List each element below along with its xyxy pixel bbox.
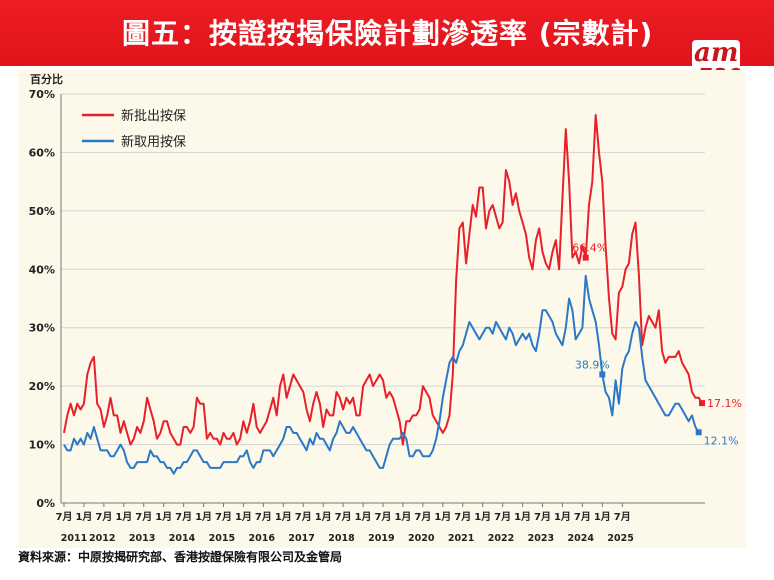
series-line-new-drawdown [63, 274, 700, 475]
x-tick-label: 1月 [514, 511, 531, 523]
end-marker [699, 400, 705, 407]
x-tick-label: 7月 [375, 511, 392, 523]
x-tick-label: 7月 [335, 511, 352, 523]
y-tick-label: 0% [36, 497, 55, 510]
series-line-new-approved [63, 114, 703, 446]
year-label: 2018 [328, 533, 355, 544]
end-label: 17.1% [707, 397, 742, 410]
x-tick-label: 7月 [215, 511, 232, 523]
y-tick-label: 20% [29, 380, 55, 393]
x-tick-label: 1月 [195, 511, 212, 523]
x-tick-label: 1月 [275, 511, 292, 523]
x-tick-label: 1月 [434, 511, 451, 523]
end-marker [695, 429, 702, 436]
x-tick-label: 7月 [534, 511, 551, 523]
y-tick-label: 10% [29, 439, 55, 452]
year-label: 2011 [61, 533, 87, 544]
year-label: 2023 [528, 533, 554, 544]
logo-text-am: am [694, 38, 739, 68]
x-tick-label: 1月 [594, 511, 611, 523]
y-tick-label: 50% [29, 205, 55, 218]
year-label: 2017 [288, 533, 314, 544]
x-tick-label: 7月 [175, 511, 192, 523]
x-tick-label: 7月 [295, 511, 312, 523]
peak-marker [582, 254, 589, 261]
x-tick-label: 7月 [135, 511, 152, 523]
x-tick-label: 1月 [554, 511, 571, 523]
year-label: 2022 [488, 533, 514, 544]
year-label: 2019 [368, 533, 394, 544]
year-label: 2015 [209, 533, 235, 544]
year-label: 2025 [607, 533, 633, 544]
year-label: 2021 [448, 533, 474, 544]
x-tick-label: 1月 [355, 511, 372, 523]
x-tick-label: 1月 [315, 511, 332, 523]
x-tick-label: 1月 [235, 511, 252, 523]
y-tick-label: 60% [29, 146, 55, 159]
year-label: 2013 [129, 533, 155, 544]
legend-label: 新取用按保 [121, 134, 186, 150]
year-label: 2016 [248, 533, 275, 544]
x-tick-label: 7月 [454, 511, 471, 523]
x-tick-label: 7月 [56, 511, 73, 523]
year-label: 2020 [408, 533, 435, 544]
x-tick-label: 7月 [494, 511, 511, 523]
y-tick-label: 40% [29, 263, 55, 276]
x-tick-label: 7月 [574, 511, 591, 523]
y-axis-label: 百分比 [30, 72, 63, 86]
x-tick-label: 7月 [255, 511, 272, 523]
peak-label: 38.9% [575, 358, 610, 371]
source-note: 資料來源：中原按揭研究部、香港按證保險有限公司及金管局 [18, 550, 343, 564]
y-tick-label: 70% [29, 88, 55, 101]
peak-label: 66.4% [572, 242, 607, 255]
x-tick-label: 7月 [414, 511, 431, 523]
x-tick-label: 1月 [394, 511, 411, 523]
x-tick-label: 7月 [95, 511, 112, 523]
title-banner: 圖五：按證按揭保險計劃滲透率 (宗數計) [0, 0, 774, 66]
legend-label: 新批出按保 [121, 108, 186, 124]
x-tick-label: 1月 [75, 511, 92, 523]
year-label: 2014 [169, 533, 196, 544]
x-tick-label: 1月 [115, 511, 132, 523]
x-tick-label: 7月 [614, 511, 631, 523]
x-tick-label: 1月 [474, 511, 491, 523]
year-label: 2024 [567, 533, 594, 544]
end-label: 12.1% [704, 434, 739, 447]
peak-marker [599, 371, 606, 378]
chart-title: 圖五：按證按揭保險計劃滲透率 (宗數計) [122, 17, 654, 50]
x-tick-label: 1月 [155, 511, 172, 523]
year-label: 2012 [89, 533, 115, 544]
y-tick-label: 30% [29, 322, 55, 335]
